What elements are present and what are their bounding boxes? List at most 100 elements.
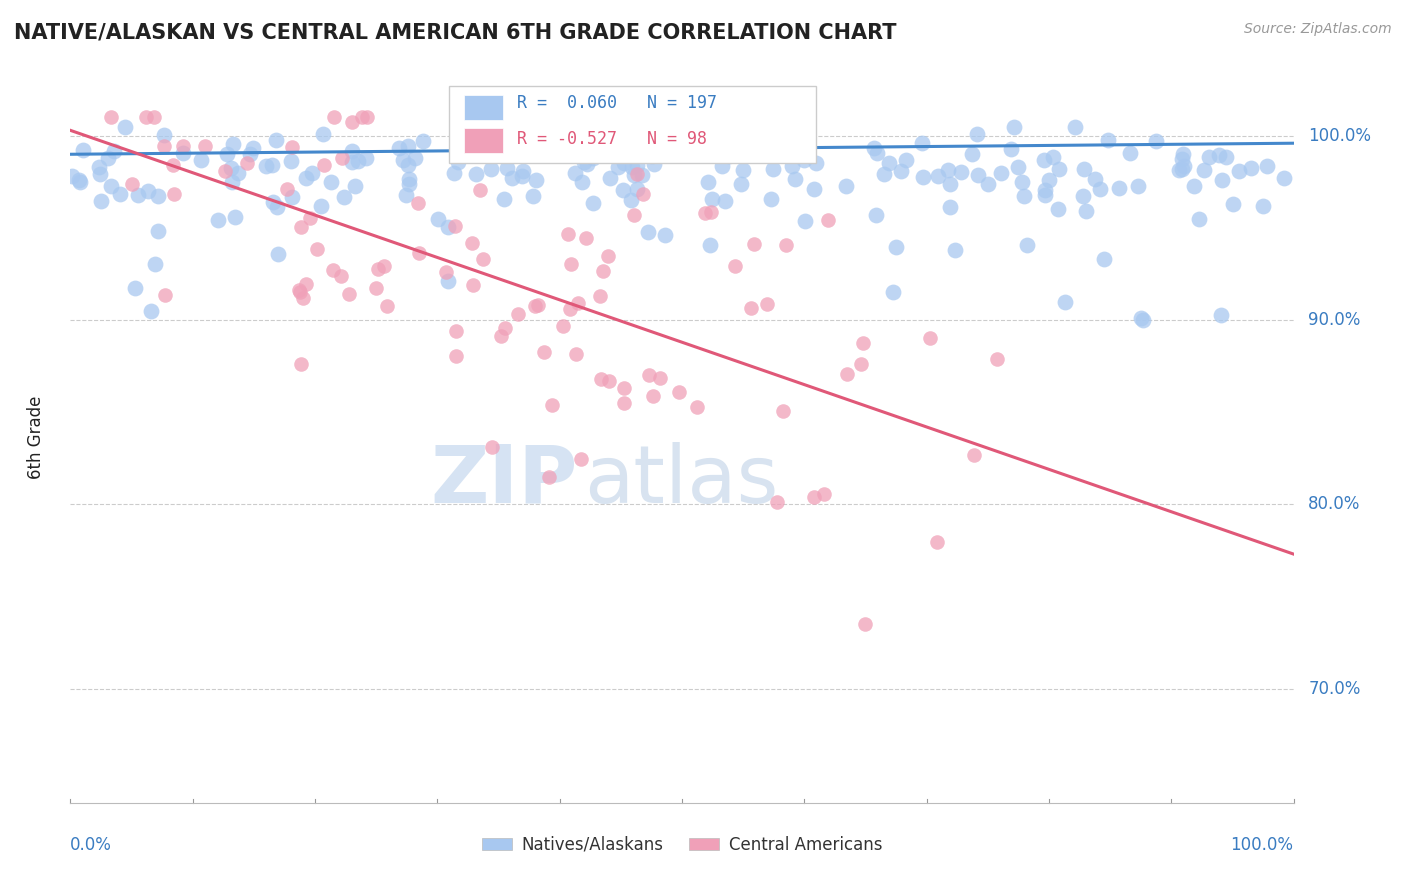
Text: NATIVE/ALASKAN VS CENTRAL AMERICAN 6TH GRADE CORRELATION CHART: NATIVE/ALASKAN VS CENTRAL AMERICAN 6TH G… [14, 22, 897, 42]
Point [239, 147, 262, 161]
Point [121, 177, 143, 191]
Point [281, 190, 304, 204]
Point [943, 244, 966, 258]
Point [295, 277, 318, 292]
Point [314, 158, 336, 172]
Point [489, 329, 512, 343]
Point [567, 143, 589, 157]
Point [396, 158, 419, 172]
Point [785, 172, 807, 186]
Point [673, 120, 696, 134]
FancyBboxPatch shape [464, 128, 503, 153]
Point [659, 148, 682, 162]
Point [434, 265, 457, 279]
Point [172, 139, 194, 153]
Point [67, 173, 90, 187]
Point [288, 283, 311, 297]
Text: R = -0.527   N = 98: R = -0.527 N = 98 [517, 129, 707, 148]
Point [496, 161, 519, 176]
Point [100, 111, 122, 125]
Point [172, 145, 194, 160]
Point [366, 281, 388, 295]
Point [1126, 179, 1149, 194]
Point [406, 195, 429, 210]
Point [626, 167, 648, 181]
Point [540, 398, 562, 412]
Point [437, 274, 460, 288]
Point [894, 153, 917, 167]
Point [950, 165, 973, 179]
Point [527, 298, 550, 312]
Text: Source: ZipAtlas.com: Source: ZipAtlas.com [1244, 22, 1392, 37]
Point [446, 324, 468, 338]
Point [643, 157, 665, 171]
Point [851, 335, 873, 350]
Point [835, 368, 858, 382]
Point [127, 188, 149, 202]
Point [292, 291, 315, 305]
Point [631, 187, 654, 202]
Point [492, 192, 515, 206]
Point [522, 189, 544, 203]
Point [523, 299, 546, 313]
Point [613, 156, 636, 170]
Point [290, 357, 312, 371]
Point [262, 195, 284, 210]
Point [1047, 202, 1070, 216]
Point [911, 136, 934, 151]
Point [214, 164, 236, 178]
Point [637, 225, 659, 239]
Point [1088, 182, 1111, 196]
Point [557, 227, 579, 241]
Point [966, 128, 988, 142]
Point [1144, 134, 1167, 148]
Point [939, 200, 962, 214]
Point [699, 237, 721, 252]
Text: 0.0%: 0.0% [70, 836, 112, 854]
Point [855, 617, 877, 632]
Point [1168, 163, 1191, 178]
Point [337, 287, 360, 301]
Point [343, 178, 366, 193]
Point [650, 371, 672, 385]
Point [724, 259, 747, 273]
Point [236, 156, 259, 170]
Point [599, 170, 621, 185]
Point [221, 175, 243, 189]
Point [620, 160, 643, 174]
Point [322, 262, 344, 277]
Point [1000, 142, 1022, 156]
Point [589, 372, 612, 386]
Point [342, 115, 364, 129]
Point [756, 296, 779, 310]
Point [276, 182, 298, 196]
Point [686, 400, 709, 414]
Point [136, 184, 159, 198]
Point [322, 111, 344, 125]
Point [1038, 173, 1060, 187]
Point [835, 179, 858, 194]
Point [502, 125, 524, 139]
Point [329, 268, 352, 283]
Point [939, 177, 962, 191]
Point [321, 175, 343, 189]
Point [713, 194, 735, 209]
Point [803, 181, 825, 195]
Point [340, 155, 363, 169]
Point [139, 303, 162, 318]
Point [638, 368, 661, 382]
Point [927, 535, 949, 549]
Point [672, 140, 695, 154]
Point [537, 470, 560, 484]
Point [592, 264, 614, 278]
Point [582, 196, 605, 211]
Text: 70.0%: 70.0% [1308, 680, 1361, 698]
Point [607, 160, 630, 174]
Point [567, 126, 589, 140]
Point [1182, 179, 1205, 194]
Point [143, 257, 166, 271]
Point [96, 151, 118, 165]
Point [522, 117, 544, 131]
Point [1014, 188, 1036, 202]
Point [641, 149, 664, 163]
